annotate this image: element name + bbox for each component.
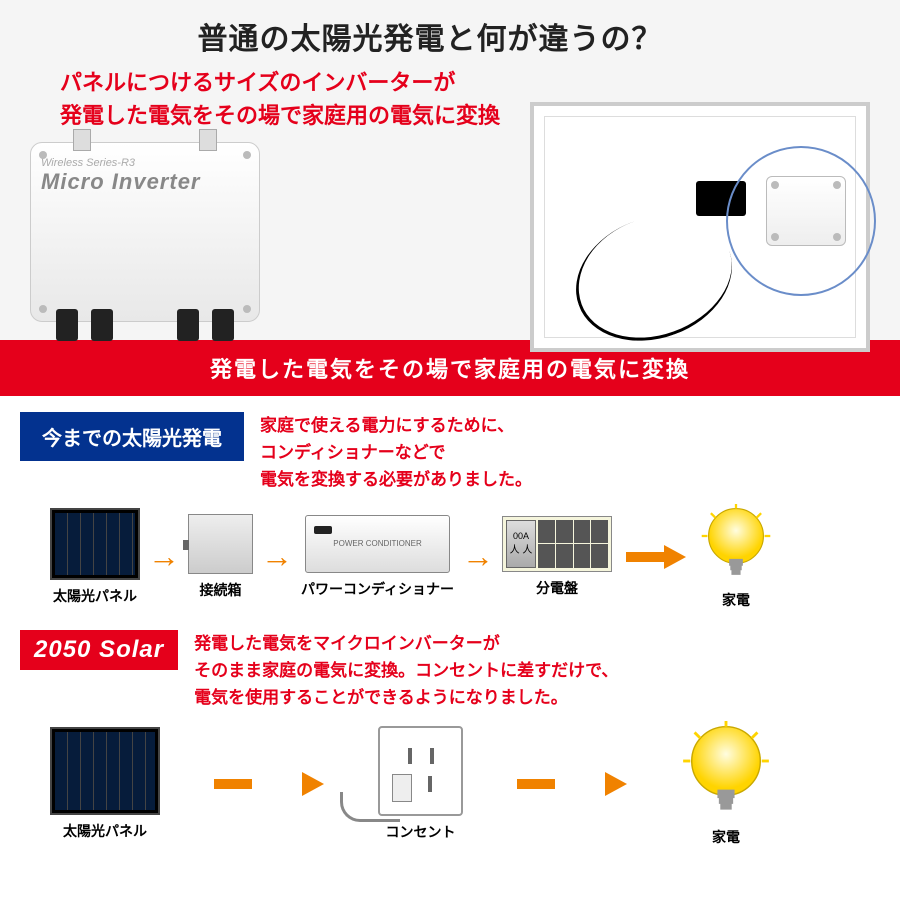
solar-panel-back — [530, 102, 870, 352]
main-title: 普通の太陽光発電と何が違うの？ — [0, 14, 870, 58]
flow-item-appliance: 家電 — [700, 504, 772, 610]
connector-icon — [91, 309, 113, 341]
screw-icon — [39, 151, 47, 159]
flow-item-conditioner: POWER CONDITIONER パワーコンディショナー — [301, 515, 454, 599]
new-system-flow: 太陽光パネル コンセント 家電 — [50, 721, 880, 847]
flow-item-outlet: コンセント — [378, 726, 463, 842]
old-system-desc: 家庭で使える電力にするために、 コンディショナーなどで 電気を変換する必要があり… — [260, 412, 532, 494]
arrow-icon: → — [462, 538, 494, 575]
breaker-main-icon: 00A 人 人 — [506, 520, 536, 568]
big-arrow-icon — [626, 545, 686, 569]
product-subtitle: Wireless Series-R3 — [41, 157, 249, 169]
screw-icon — [243, 305, 251, 313]
flow-item-junction: 接続箱 — [188, 514, 253, 600]
lightbulb-icon — [700, 504, 772, 584]
solar-panel-icon — [50, 508, 140, 580]
bracket-icon — [199, 129, 217, 151]
connector-icon — [212, 309, 234, 341]
new-system-badge: 2050 Solar — [20, 630, 178, 670]
old-system-header: 今までの太陽光発電 家庭で使える電力にするために、 コンディショナーなどで 電気… — [20, 412, 880, 494]
junction-box-icon — [188, 514, 253, 574]
highlight-circle — [726, 146, 876, 296]
big-arrow-icon — [517, 772, 627, 796]
new-system-desc: 発電した電気をマイクロインバーターが そのまま家庭の電気に変換。コンセントに差す… — [194, 630, 618, 712]
arrow-icon: → — [261, 538, 293, 575]
big-arrow-icon — [214, 772, 324, 796]
distribution-board-icon: 00A 人 人 — [502, 516, 612, 572]
cord-icon — [340, 792, 400, 822]
lightbulb-icon — [681, 721, 771, 821]
flow-item-distboard: 00A 人 人 分電盤 — [502, 516, 612, 598]
arrow-icon: → — [148, 538, 180, 575]
product-title: Micro Inverter — [41, 169, 249, 195]
solar-panel-icon — [50, 727, 160, 815]
old-system-flow: 太陽光パネル → 接続箱 → POWER CONDITIONER パワーコンディ… — [50, 504, 880, 610]
power-conditioner-icon: POWER CONDITIONER — [305, 515, 450, 573]
screw-icon — [39, 305, 47, 313]
micro-inverter-product: Wireless Series-R3 Micro Inverter — [30, 142, 260, 322]
flow-item-panel: 太陽光パネル — [50, 508, 140, 606]
flow-item-appliance: 家電 — [681, 721, 771, 847]
comparison-section: 今までの太陽光発電 家庭で使える電力にするために、 コンディショナーなどで 電気… — [0, 396, 900, 877]
outlet-icon — [378, 726, 463, 816]
breaker-grid-icon — [538, 520, 608, 568]
hero-section: 普通の太陽光発電と何が違うの？ パネルにつけるサイズのインバーターが 発電した電… — [0, 0, 900, 340]
new-system-header: 2050 Solar 発電した電気をマイクロインバーターが そのまま家庭の電気に… — [20, 630, 880, 712]
connector-icon — [56, 309, 78, 341]
old-system-badge: 今までの太陽光発電 — [20, 412, 244, 461]
screw-icon — [243, 151, 251, 159]
flow-item-panel: 太陽光パネル — [50, 727, 160, 841]
connector-icon — [177, 309, 199, 341]
bracket-icon — [73, 129, 91, 151]
